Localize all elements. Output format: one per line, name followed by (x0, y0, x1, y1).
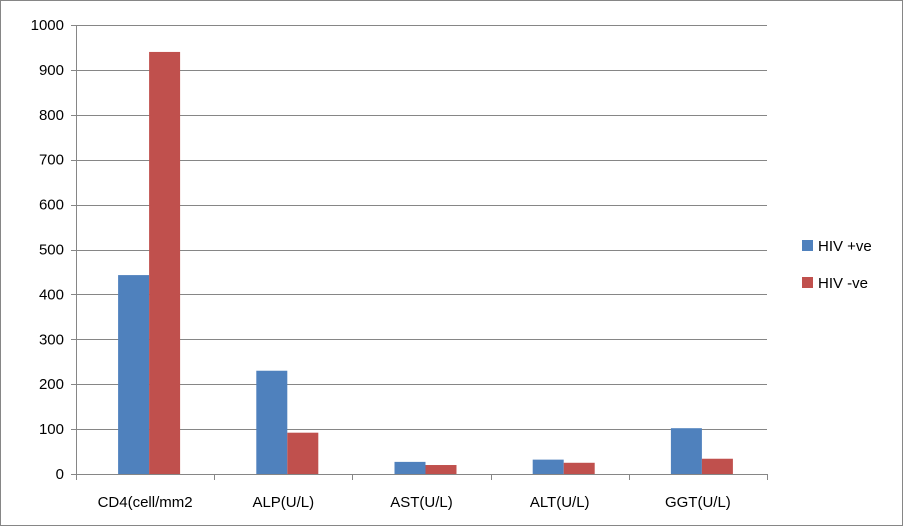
x-tick-label: CD4(cell/mm2 (98, 494, 193, 511)
bar-hiv-positive (532, 459, 564, 474)
legend-swatch (802, 277, 813, 288)
x-tick-label: GGT(U/L) (665, 494, 731, 511)
y-tick-label: 700 (39, 152, 64, 169)
x-tick-labels: CD4(cell/mm2 ALP(U/L) AST(U/L) ALT(U/L) GGT(… (98, 494, 731, 511)
y-tick-label: 1000 (31, 17, 64, 34)
axes (71, 25, 768, 480)
bar-hiv-positive (118, 275, 150, 474)
bar-hiv-positive (670, 428, 702, 474)
y-tick-labels: 0 100 200 300 400 500 600 700 800 900 1000 (31, 17, 64, 483)
bar-hiv-negative (287, 432, 319, 474)
y-tick-label: 0 (56, 466, 64, 483)
legend-swatch (802, 240, 813, 251)
bar-hiv-negative (149, 51, 181, 474)
y-tick-label: 500 (39, 242, 64, 259)
bar-hiv-positive (394, 461, 426, 474)
y-tick-label: 100 (39, 421, 64, 438)
bar-hiv-negative (563, 462, 595, 474)
y-tick-label: 600 (39, 197, 64, 214)
x-tick-label: ALT(U/L) (530, 494, 590, 511)
y-tick-label: 200 (39, 376, 64, 393)
y-tick-label: 300 (39, 331, 64, 348)
legend-label: HIV +ve (818, 238, 872, 255)
y-tick-label: 800 (39, 107, 64, 124)
gridlines (76, 25, 767, 430)
bar-hiv-negative (701, 458, 733, 474)
bars (118, 51, 733, 474)
x-tick-label: AST(U/L) (390, 494, 453, 511)
bar-hiv-negative (425, 465, 457, 474)
legend: HIV +ve HIV -ve (802, 238, 872, 292)
legend-label: HIV -ve (818, 275, 868, 292)
x-tick-label: ALP(U/L) (252, 494, 314, 511)
y-tick-label: 400 (39, 286, 64, 303)
bar-hiv-positive (256, 370, 288, 474)
y-tick-label: 900 (39, 62, 64, 79)
